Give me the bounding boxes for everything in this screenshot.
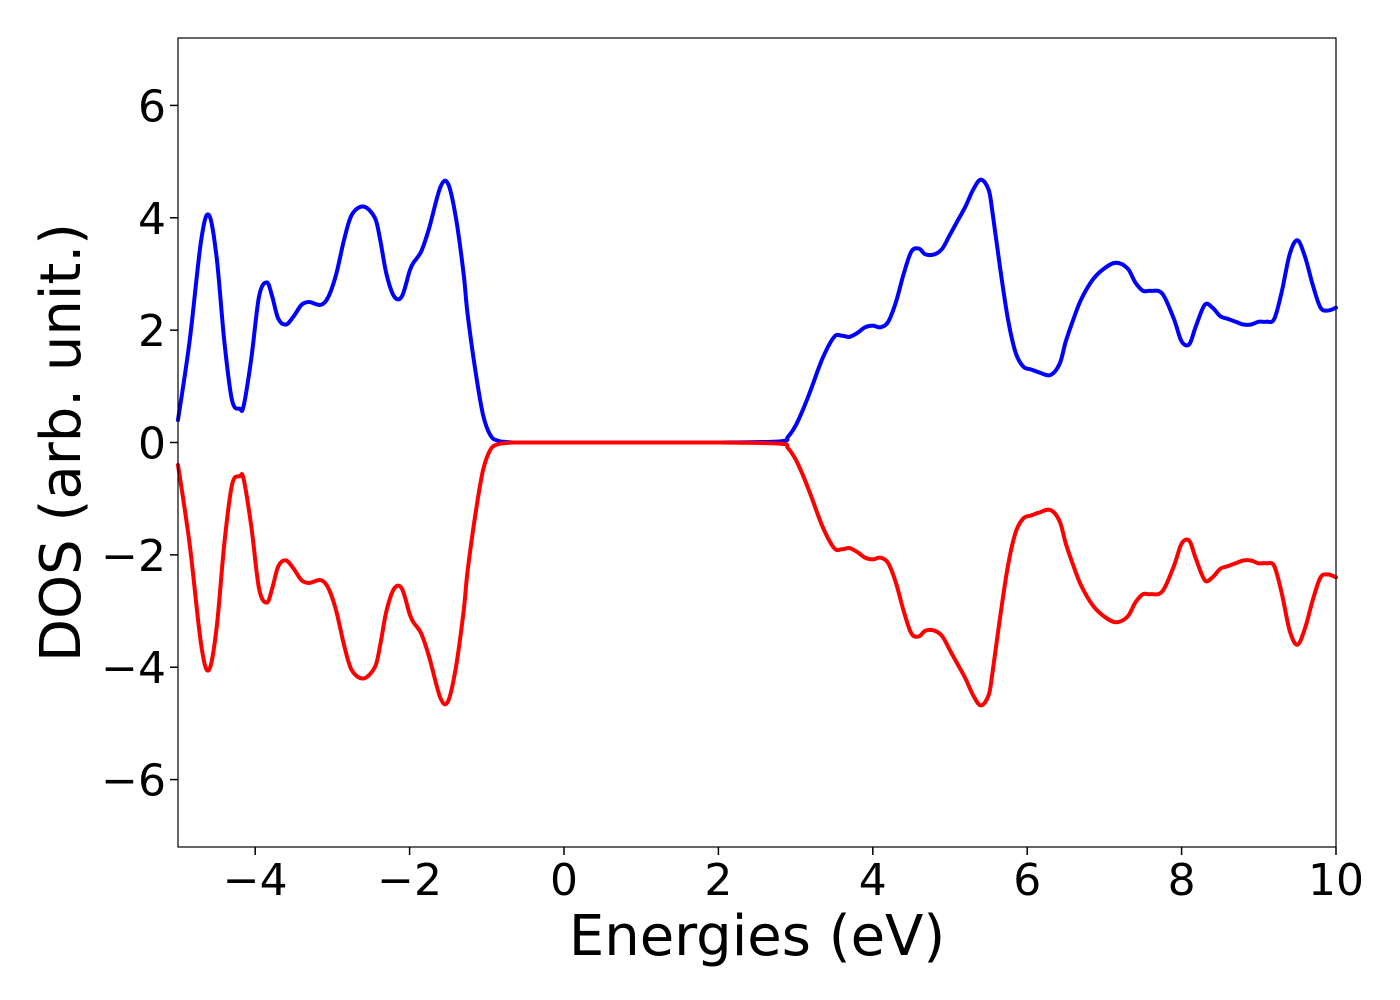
x-tick-label: −4 [223,855,288,906]
series-line-2 [176,440,1338,708]
y-tick-label: 6 [138,81,166,132]
y-axis-ticks: −6 −4 −2 0 2 4 6 [101,81,178,807]
x-tick-label: 4 [859,855,887,906]
series-layer [176,177,1338,708]
y-tick-label: 2 [138,306,166,357]
x-tick-label: 10 [1308,855,1364,906]
y-tick-label: 4 [138,194,166,245]
x-tick-label: 6 [1013,855,1041,906]
x-tick-label: 8 [1168,855,1196,906]
y-tick-label: 0 [138,419,166,470]
x-tick-label: 0 [550,855,578,906]
x-tick-label: −2 [377,855,442,906]
x-axis-ticks: −4 −2 0 2 4 6 8 10 [223,847,1364,906]
x-tick-label: 2 [704,855,732,906]
y-tick-label: −4 [101,643,166,694]
series-line-1 [176,177,1338,445]
y-axis-title: DOS (arb. unit.) [29,223,94,662]
y-tick-label: −6 [101,756,166,807]
y-tick-label: −2 [101,531,166,582]
x-axis-title: Energies (eV) [569,904,945,969]
